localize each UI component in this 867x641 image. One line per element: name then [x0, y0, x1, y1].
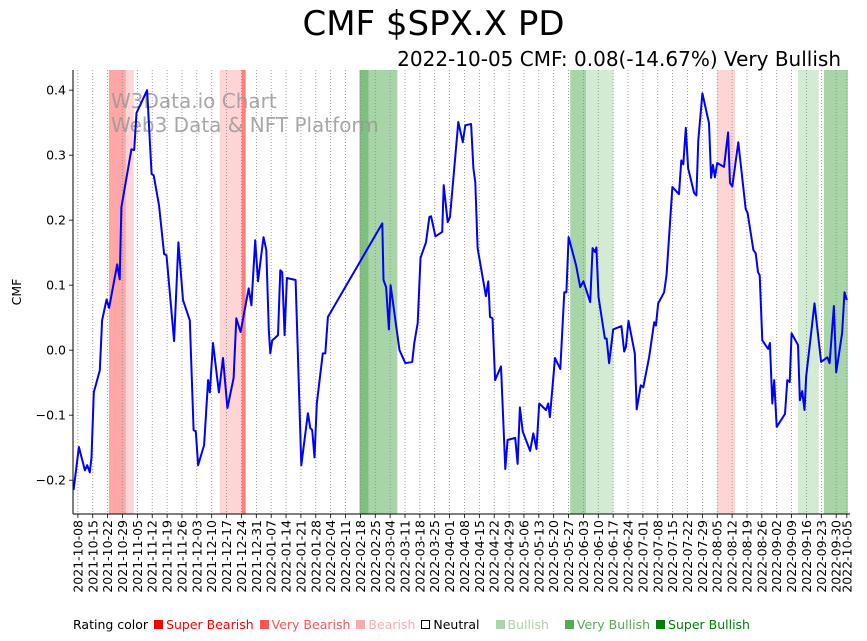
- y-tick-label: 0.1: [46, 278, 66, 293]
- rating-band-bearish: [125, 70, 134, 514]
- legend: Rating color Super Bearish Very Bearish Be…: [73, 617, 750, 632]
- x-tick-label: 2022-03-25: [427, 520, 442, 593]
- x-tick-label: 2021-11-12: [145, 520, 160, 593]
- x-tick-label: 2022-04-22: [487, 520, 502, 593]
- rating-band-bullish: [570, 70, 587, 514]
- x-tick-label: 2022-04-08: [457, 520, 472, 593]
- x-tick-label: 2022-09-16: [799, 520, 814, 593]
- legend-item-bullish: Bullish: [495, 617, 549, 632]
- rating-band-very-bearish: [241, 70, 246, 514]
- x-tick-label: 2022-09-30: [829, 520, 844, 593]
- x-tick-label: 2022-07-15: [665, 520, 680, 593]
- x-tick-label: 2022-08-12: [725, 520, 740, 593]
- x-tick-label: 2021-10-29: [115, 520, 130, 593]
- x-tick-label: 2022-10-05: [839, 520, 854, 593]
- x-tick-label: 2022-06-24: [621, 520, 636, 593]
- x-tick-label: 2022-07-08: [650, 520, 665, 593]
- chart-title: CMF $SPX.X PD: [302, 4, 565, 44]
- x-tick-label: 2022-04-15: [472, 520, 487, 593]
- legend-item-super-bearish: Super Bearish: [154, 617, 254, 632]
- x-tick-label: 2022-01-28: [308, 520, 323, 593]
- legend-text: Very Bearish: [271, 617, 351, 632]
- x-tick-label: 2022-09-23: [814, 520, 829, 593]
- x-tick-label: 2022-03-04: [383, 520, 398, 593]
- legend-text: Neutral: [433, 617, 480, 632]
- x-tick-label: 2021-12-10: [204, 520, 219, 593]
- chart-subtitle: 2022-10-05 CMF: 0.08(-14.67%) Very Bulli…: [397, 47, 841, 71]
- legend-text: Very Bullish: [576, 617, 651, 632]
- x-tick-label: 2022-02-18: [353, 520, 368, 593]
- x-tick-label: 2021-10-08: [70, 520, 85, 593]
- y-tick-label: 0.0: [46, 343, 66, 358]
- x-tick-label: 2021-12-03: [189, 520, 204, 593]
- x-tick-label: 2022-07-01: [635, 520, 650, 593]
- legend-swatch: [656, 620, 666, 629]
- legend-label: Rating color: [73, 617, 149, 632]
- x-tick-label: 2022-05-06: [516, 520, 531, 593]
- rating-band-bearish: [219, 70, 242, 514]
- rating-band-bullish: [797, 70, 819, 514]
- legend-swatch: [495, 620, 505, 629]
- x-tick-label: 2022-02-04: [323, 520, 338, 593]
- x-tick-label: 2022-03-11: [397, 520, 412, 593]
- x-tick-label: 2022-08-26: [754, 520, 769, 593]
- legend-swatch: [421, 620, 431, 629]
- legend-swatch: [259, 620, 269, 629]
- x-tick-label: 2021-10-15: [85, 520, 100, 593]
- y-tick-label: −0.1: [36, 408, 66, 423]
- y-tick-label: 0.2: [46, 213, 66, 228]
- y-tick-label: 0.3: [46, 148, 66, 163]
- cmf-line: [72, 89, 848, 491]
- x-tick-label: 2022-08-05: [710, 520, 725, 593]
- x-tick-label: 2022-02-11: [338, 520, 353, 593]
- watermark-text: W3Data.io Chart: [111, 89, 277, 113]
- x-tick-label: 2021-12-24: [234, 520, 249, 593]
- x-tick-label: 2022-03-18: [412, 520, 427, 593]
- x-tick-label: 2022-04-29: [502, 520, 517, 593]
- x-tick-label: 2022-05-20: [546, 520, 561, 593]
- x-tick-label: 2022-05-13: [531, 520, 546, 593]
- x-tick-label: 2022-05-27: [561, 520, 576, 593]
- legend-item-neutral: Neutral: [421, 617, 480, 632]
- legend-swatch: [356, 620, 366, 629]
- legend-text: Bullish: [507, 617, 549, 632]
- x-tick-label: 2021-11-26: [174, 520, 189, 593]
- x-tick-label: 2022-09-09: [784, 520, 799, 593]
- legend-swatch: [154, 620, 164, 629]
- x-tick-label: 2022-01-14: [279, 520, 294, 593]
- x-tick-label: 2022-04-01: [442, 520, 457, 593]
- x-tick-label: 2021-12-31: [249, 520, 264, 593]
- x-tick-label: 2021-10-22: [100, 520, 115, 593]
- y-tick-label: −0.2: [36, 473, 66, 488]
- legend-item-very-bullish: Very Bullish: [564, 617, 651, 632]
- x-tick-label: 2022-08-19: [739, 520, 754, 593]
- x-tick-label: 2022-02-25: [368, 520, 383, 593]
- x-tick-label: 2022-06-03: [576, 520, 591, 593]
- y-tick-label: 0.4: [46, 83, 66, 98]
- x-tick-label: 2022-07-29: [695, 520, 710, 593]
- watermark-text: Web3 Data & NFT Platform: [111, 113, 379, 137]
- legend-text: Super Bearish: [166, 617, 254, 632]
- x-tick-label: 2022-01-07: [264, 520, 279, 593]
- legend-text: Bearish: [368, 617, 416, 632]
- rating-band-very-bearish: [108, 70, 126, 514]
- x-tick-label: 2022-06-10: [591, 520, 606, 593]
- x-tick-label: 2021-12-17: [219, 520, 234, 593]
- legend-text: Super Bullish: [668, 617, 750, 632]
- legend-swatch: [564, 620, 574, 629]
- rating-band-very-bullish: [359, 70, 369, 514]
- legend-item-bearish: Bearish: [356, 617, 415, 632]
- x-tick-label: 2022-01-21: [293, 520, 308, 593]
- legend-item-very-bearish: Very Bearish: [259, 617, 351, 632]
- y-axis-label: CMF: [9, 279, 24, 306]
- x-tick-label: 2022-06-17: [606, 520, 621, 593]
- x-tick-label: 2022-09-02: [769, 520, 784, 593]
- x-tick-label: 2021-11-05: [130, 520, 145, 593]
- legend-item-super-bullish: Super Bullish: [656, 617, 750, 632]
- x-tick-label: 2021-11-19: [160, 520, 175, 593]
- x-tick-label: 2022-07-22: [680, 520, 695, 593]
